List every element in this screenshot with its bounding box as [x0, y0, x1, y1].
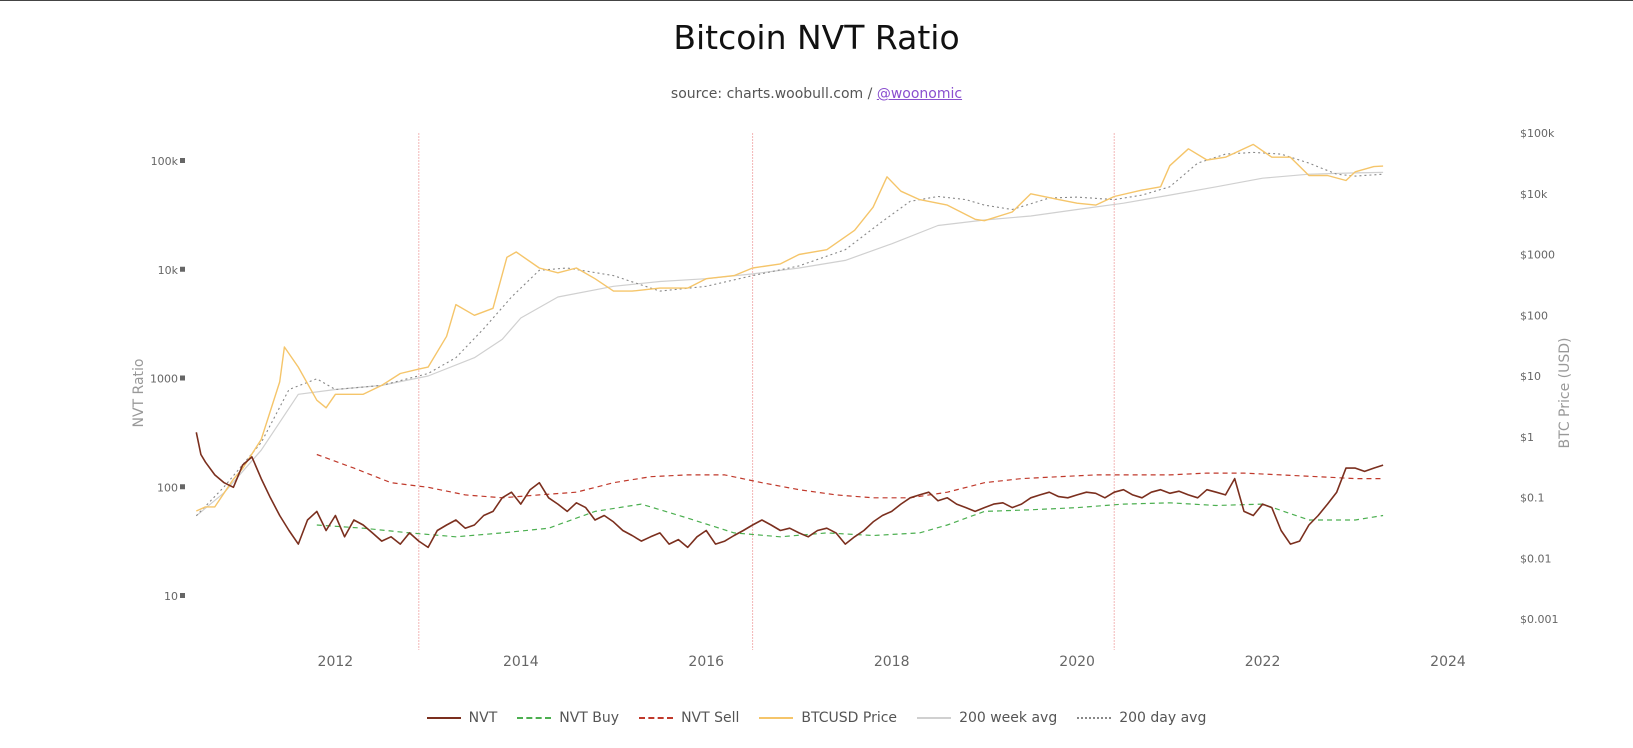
series-btcusd-price [196, 144, 1383, 511]
left-tick-label: 100 [157, 481, 178, 494]
legend-item-nvt-sell[interactable]: NVT Sell [639, 710, 739, 726]
legend-label: 200 week avg [959, 710, 1057, 726]
right-tick-label: $1 [1520, 431, 1534, 444]
left-tick-label: 10 [164, 590, 178, 603]
legend-swatch [1077, 717, 1111, 719]
x-tick-label: 2016 [688, 654, 724, 670]
left-tick-mark [180, 158, 185, 163]
x-tick-label: 2024 [1430, 654, 1466, 670]
x-tick-label: 2012 [318, 654, 354, 670]
legend-label: NVT [469, 710, 498, 726]
series-nvt-buy [317, 503, 1383, 537]
right-tick-label: $100k [1520, 127, 1555, 140]
x-tick-label: 2018 [874, 654, 910, 670]
legend-label: 200 day avg [1119, 710, 1206, 726]
legend-item-nvt[interactable]: NVT [427, 710, 498, 726]
legend-label: BTCUSD Price [801, 710, 897, 726]
x-tick-label: 2022 [1245, 654, 1281, 670]
legend-label: NVT Sell [681, 710, 739, 726]
right-tick-label: $10k [1520, 188, 1548, 201]
x-tick-label: 2014 [503, 654, 539, 670]
legend-swatch [639, 717, 673, 719]
left-tick-mark [180, 593, 185, 598]
right-tick-label: $10 [1520, 370, 1541, 383]
legend-label: NVT Buy [559, 710, 619, 726]
series-200-day-avg [196, 152, 1383, 515]
x-tick-label: 2020 [1059, 654, 1095, 670]
legend-swatch [427, 717, 461, 719]
legend-item-nvt-buy[interactable]: NVT Buy [517, 710, 619, 726]
legend: NVT NVT Buy NVT Sell BTCUSD Price 200 week a… [0, 710, 1633, 726]
left-tick-label: 100k [151, 155, 179, 168]
legend-item-200-day-avg[interactable]: 200 day avg [1077, 710, 1206, 726]
left-tick-mark [180, 376, 185, 381]
series-nvt-sell [317, 455, 1383, 498]
legend-swatch [917, 717, 951, 719]
series-nvt [196, 432, 1383, 547]
legend-item-btcusd-price[interactable]: BTCUSD Price [759, 710, 897, 726]
right-axis-label: BTC Price (USD) [1557, 337, 1573, 448]
left-axis-label: NVT Ratio [131, 359, 147, 428]
left-tick-mark [180, 267, 185, 272]
left-tick-mark [180, 484, 185, 489]
legend-swatch [759, 717, 793, 719]
right-tick-label: $0.01 [1520, 552, 1552, 565]
series-200-week-avg [196, 172, 1383, 515]
left-tick-label: 10k [158, 264, 179, 277]
right-tick-label: $0.1 [1520, 492, 1545, 505]
left-tick-label: 1000 [150, 373, 178, 386]
legend-swatch [517, 717, 551, 719]
right-tick-label: $0.001 [1520, 613, 1559, 626]
nvt-chart: 100k 10k 1000 100 10 NVT Ratio $100k $10k $1000 $… [0, 0, 1633, 700]
right-tick-label: $1000 [1520, 249, 1555, 262]
legend-item-200-week-avg[interactable]: 200 week avg [917, 710, 1057, 726]
right-tick-label: $100 [1520, 309, 1548, 322]
